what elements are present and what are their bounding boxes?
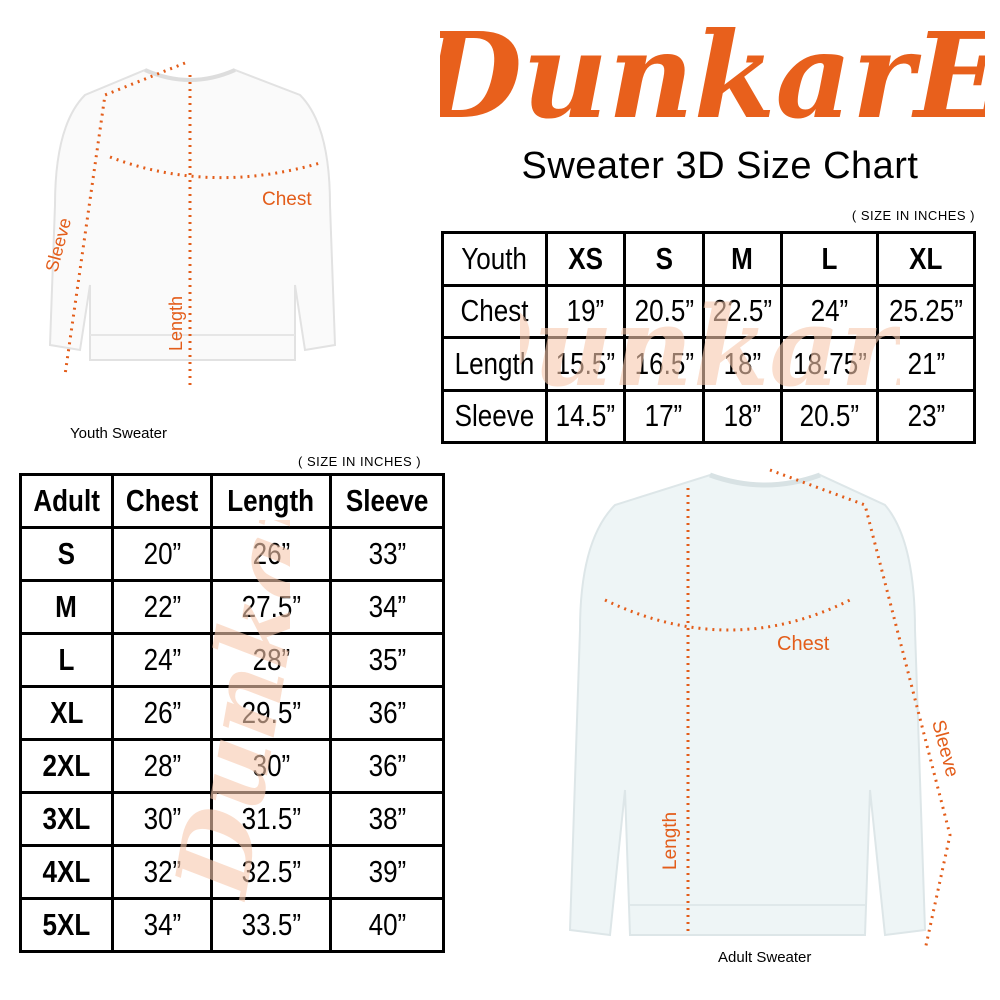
table-cell: Length xyxy=(441,336,548,392)
youth-size-table: Youth XS S M L XL Chest 19” 20.5” 22.5” 24” 2… xyxy=(441,231,976,444)
table-cell: 38” xyxy=(328,791,446,847)
table-cell: 2XL xyxy=(19,738,114,794)
table-cell: 4XL xyxy=(19,844,114,900)
table-row: L 24” 28” 35” xyxy=(19,632,446,688)
table-cell: 21” xyxy=(876,336,976,392)
table-cell: Chest xyxy=(441,283,548,339)
header-cell: S xyxy=(623,231,705,287)
adult-length-label: Length xyxy=(660,812,681,870)
table-cell: S xyxy=(19,526,114,582)
table-cell: 34” xyxy=(328,579,446,635)
adult-units-note: ( SIZE IN INCHES ) xyxy=(298,454,422,469)
table-cell: 3XL xyxy=(19,791,114,847)
table-cell: 20” xyxy=(110,526,214,582)
table-cell: 29.5” xyxy=(210,685,332,741)
youth-sweater-image: Chest Length Sleeve xyxy=(42,61,337,388)
table-cell: 18.75” xyxy=(779,336,880,392)
table-cell: 18” xyxy=(701,388,783,444)
table-cell: 30” xyxy=(110,791,214,847)
table-cell: 28” xyxy=(110,738,214,794)
table-row: XL 26” 29.5” 36” xyxy=(19,685,446,741)
table-cell: 30” xyxy=(210,738,332,794)
header-cell: M xyxy=(701,231,783,287)
table-row: Length 15.5” 16.5” 18” 18.75” 21” xyxy=(441,336,976,392)
header-cell: Youth xyxy=(441,231,548,287)
table-cell: 18” xyxy=(701,336,783,392)
table-cell: 33.5” xyxy=(210,897,332,953)
table-cell: 39” xyxy=(328,844,446,900)
table-row: Sleeve 14.5” 17” 18” 20.5” 23” xyxy=(441,388,976,444)
table-cell: 22.5” xyxy=(701,283,783,339)
table-cell: 19” xyxy=(544,283,627,339)
table-cell: 25.25” xyxy=(876,283,976,339)
table-cell: 26” xyxy=(110,685,214,741)
table-row: 5XL 34” 33.5” 40” xyxy=(19,897,446,953)
table-cell: M xyxy=(19,579,114,635)
table-cell: 32.5” xyxy=(210,844,332,900)
table-cell: 24” xyxy=(779,283,880,339)
header-cell: XL xyxy=(876,231,976,287)
youth-chest-label: Chest xyxy=(262,189,312,210)
header-cell: L xyxy=(779,231,880,287)
table-cell: 35” xyxy=(328,632,446,688)
brand-logo: DunkarE xyxy=(440,6,985,145)
header-cell: Sleeve xyxy=(328,473,446,529)
table-row: M 22” 27.5” 34” xyxy=(19,579,446,635)
table-cell: 28” xyxy=(210,632,332,688)
page-title: Sweater 3D Size Chart xyxy=(521,145,919,187)
table-row: S 20” 26” 33” xyxy=(19,526,446,582)
header-cell: Adult xyxy=(19,473,114,529)
table-cell: 24” xyxy=(110,632,214,688)
table-cell: 22” xyxy=(110,579,214,635)
youth-length-label: Length xyxy=(166,296,186,351)
table-cell: 27.5” xyxy=(210,579,332,635)
table-cell: 14.5” xyxy=(544,388,627,444)
table-header-row: Youth XS S M L XL xyxy=(441,231,976,287)
table-cell: 26” xyxy=(210,526,332,582)
table-cell: 23” xyxy=(876,388,976,444)
adult-image-caption: Adult Sweater xyxy=(718,949,812,966)
adult-size-table: Adult Chest Length Sleeve S 20” 26” 33” M 22… xyxy=(19,473,446,953)
youth-units-note: ( SIZE IN INCHES ) xyxy=(851,208,975,223)
table-cell: 20.5” xyxy=(623,283,705,339)
table-row: 3XL 30” 31.5” 38” xyxy=(19,791,446,847)
table-cell: 36” xyxy=(328,685,446,741)
adult-sleeve-label: Sleeve xyxy=(927,718,962,780)
table-cell: 5XL xyxy=(19,897,114,953)
table-cell: Sleeve xyxy=(441,388,548,444)
table-cell: 32” xyxy=(110,844,214,900)
table-cell: XL xyxy=(19,685,114,741)
header-cell: XS xyxy=(544,231,627,287)
table-row: 2XL 28” 30” 36” xyxy=(19,738,446,794)
table-cell: 20.5” xyxy=(779,388,880,444)
table-cell: L xyxy=(19,632,114,688)
table-cell: 33” xyxy=(328,526,446,582)
youth-image-caption: Youth Sweater xyxy=(70,425,168,442)
table-header-row: Adult Chest Length Sleeve xyxy=(19,473,446,529)
table-cell: 40” xyxy=(328,897,446,953)
table-cell: 34” xyxy=(110,897,214,953)
adult-sweater-image: Chest Length Sleeve xyxy=(568,468,962,951)
logo-text: DunkarE xyxy=(440,6,985,145)
adult-chest-label: Chest xyxy=(777,633,830,655)
header-cell: Chest xyxy=(110,473,214,529)
header-cell: Length xyxy=(210,473,332,529)
table-row: 4XL 32” 32.5” 39” xyxy=(19,844,446,900)
table-row: Chest 19” 20.5” 22.5” 24” 25.25” xyxy=(441,283,976,339)
table-cell: 17” xyxy=(623,388,705,444)
table-cell: 15.5” xyxy=(544,336,627,392)
table-cell: 36” xyxy=(328,738,446,794)
table-cell: 31.5” xyxy=(210,791,332,847)
table-cell: 16.5” xyxy=(623,336,705,392)
